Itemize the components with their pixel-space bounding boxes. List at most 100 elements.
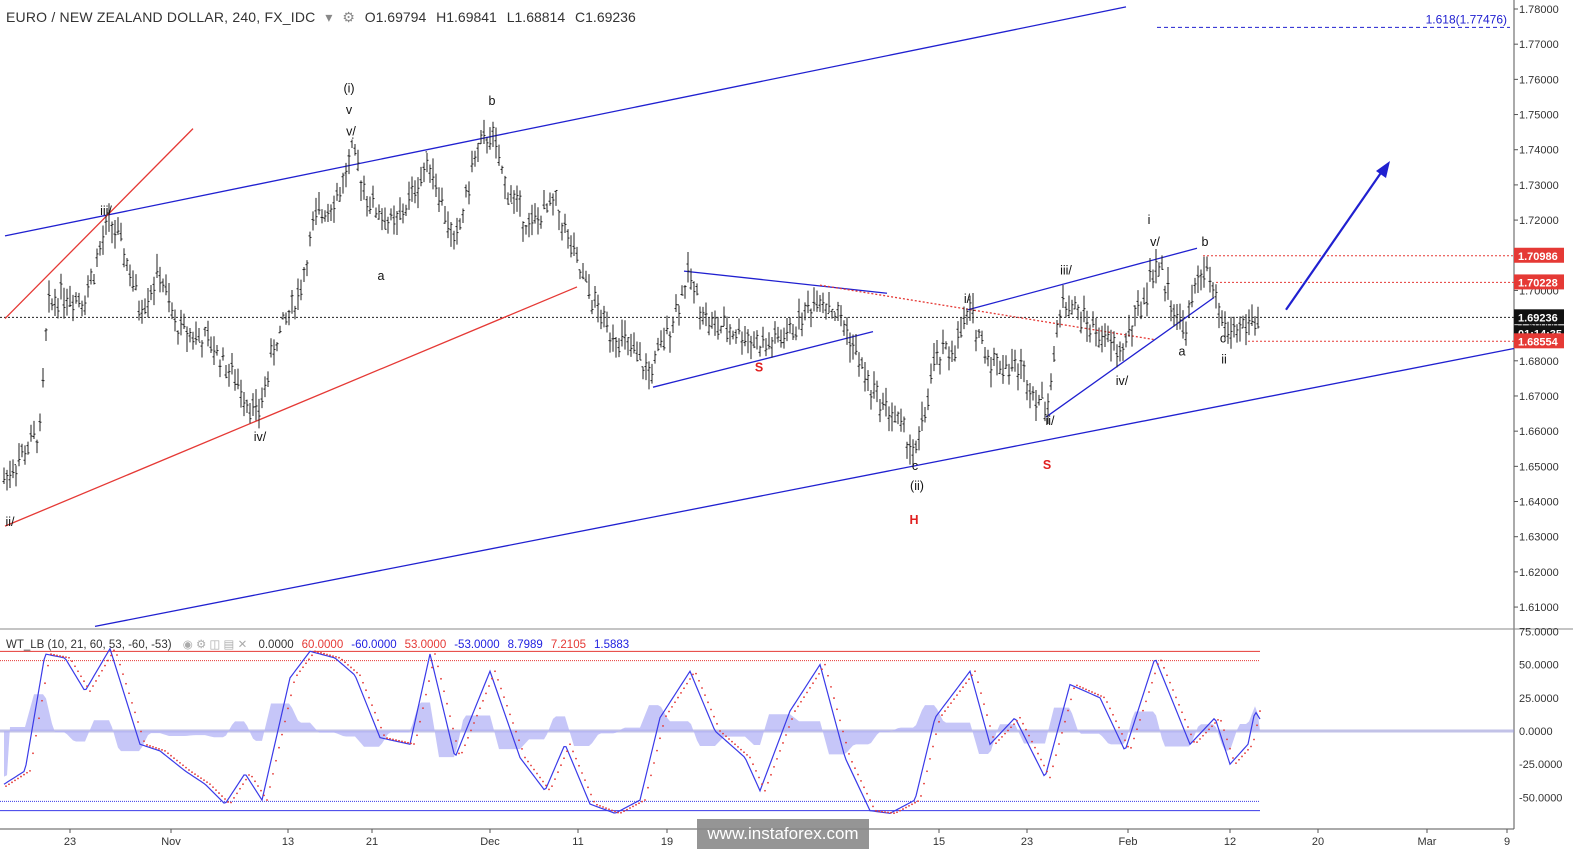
wt2-dot (323, 652, 325, 655)
wt2-dot (848, 752, 850, 755)
wt2-dot (707, 701, 709, 704)
wt2-dot (1160, 659, 1162, 662)
wt2-dot (485, 692, 487, 695)
wave-label: S (1043, 458, 1051, 472)
wt2-dot (53, 653, 55, 656)
wt2-dot (359, 674, 361, 677)
price-bars (2, 119, 1260, 491)
wt2-dot (473, 722, 475, 724)
wt2-dot (908, 804, 910, 807)
wt2-dot (179, 761, 181, 764)
wt2-dot (272, 772, 274, 775)
wt2-dot (683, 687, 685, 690)
wt2-dot (941, 714, 943, 716)
wt2-dot (134, 711, 136, 714)
wt2-dot (1016, 720, 1018, 722)
watermark: www.instaforex.com (697, 819, 869, 849)
wt2-dot (734, 743, 736, 746)
wt2-dot (590, 793, 592, 796)
wt2-dot (227, 801, 229, 803)
wt2-dot (698, 679, 700, 682)
wt2-dot (461, 751, 463, 754)
wt2-dot (1094, 692, 1096, 695)
wt2-dot (257, 785, 259, 787)
wt2-dot (1133, 737, 1135, 740)
wt2-dot (641, 800, 643, 803)
wt2-dot (1211, 725, 1213, 728)
wt2-dot (785, 734, 787, 736)
wt2-dot (518, 739, 520, 742)
indicator-name[interactable]: WT_LB (10, 21, 60, 53, -60, -53) (6, 639, 172, 651)
wt2-dot (911, 803, 913, 806)
wt2-dot (38, 717, 40, 720)
wt2-dot (1040, 758, 1042, 761)
wt2-dot (623, 810, 625, 813)
wt2-dot (170, 754, 172, 757)
wt2-dot (341, 658, 343, 661)
wave-label: (i) (343, 81, 354, 95)
settings-icon[interactable]: ⚙ (342, 9, 355, 25)
wt2-dot (992, 736, 994, 738)
wt2-dot (224, 798, 226, 800)
wt2-dot (119, 663, 121, 666)
wt2-dot (197, 775, 199, 778)
wt2-dot (881, 810, 883, 813)
wt2-dot (725, 735, 727, 738)
wt2-dot (266, 799, 268, 801)
wt2-dot (95, 680, 97, 682)
wt2-dot (947, 706, 949, 708)
channel-upper-line (4, 6, 1127, 237)
wt2-dot (602, 806, 604, 808)
wt2-dot (713, 715, 715, 718)
wt2-dot (269, 786, 271, 788)
indicator-toolbar-icons[interactable]: ◉ ⚙ ◫ ▤ ✕ (182, 639, 248, 651)
wt2-dot (296, 674, 298, 677)
wt2-dot (293, 681, 295, 684)
wt2-dot (368, 696, 370, 699)
price-tick-label: 1.64000 (1519, 497, 1559, 509)
wt2-dot (137, 721, 139, 723)
wt2-dot (1235, 762, 1237, 764)
wt2-dot (1223, 729, 1225, 732)
wt2-dot (425, 693, 427, 696)
wt2-dot (635, 803, 637, 806)
indicator-value: 7.2105 (550, 639, 586, 651)
wt2-dot (722, 732, 724, 735)
wt2-dot (17, 777, 19, 780)
wt2-dot (491, 677, 493, 680)
wt2-dot (767, 781, 769, 784)
wt2-dot (1238, 758, 1240, 761)
wt2-dot (521, 748, 523, 750)
wt2-dot (1232, 757, 1234, 759)
wt2-dot (1031, 740, 1033, 743)
wt2-dot (86, 685, 88, 688)
wt2-dot (398, 739, 400, 742)
wt2-dot (401, 740, 403, 743)
wt2-dot (131, 701, 133, 704)
wt2-dot (152, 746, 154, 748)
time-tick-label: Feb (1119, 836, 1138, 848)
wt2-dot (596, 803, 598, 806)
wt2-dot (1019, 716, 1021, 719)
wt2-dot (149, 745, 151, 747)
symbol-title[interactable]: EURO / NEW ZEALAND DOLLAR, 240, FX_IDC (6, 9, 316, 25)
wt2-dot (1070, 698, 1072, 701)
wt2-dot (692, 673, 694, 676)
wt2-dot (83, 680, 85, 683)
wt2-dot (494, 670, 496, 673)
wt2-dot (524, 756, 526, 759)
wt2-dot (392, 738, 394, 741)
wt2-dot (1145, 700, 1147, 703)
wt2-dot (1034, 746, 1036, 749)
wt2-dot (761, 783, 763, 786)
chevron-down-icon[interactable]: ▾ (325, 9, 333, 25)
wt2-dot (803, 696, 805, 699)
wt2-dot (710, 708, 712, 711)
wt2-dot (347, 663, 349, 666)
wt2-dot (29, 769, 31, 772)
wt2-dot (638, 802, 640, 805)
wt2-dot (773, 765, 775, 768)
wt2-dot (470, 729, 472, 732)
price-tick-label: 1.65000 (1519, 461, 1559, 473)
wt2-dot (536, 772, 538, 775)
